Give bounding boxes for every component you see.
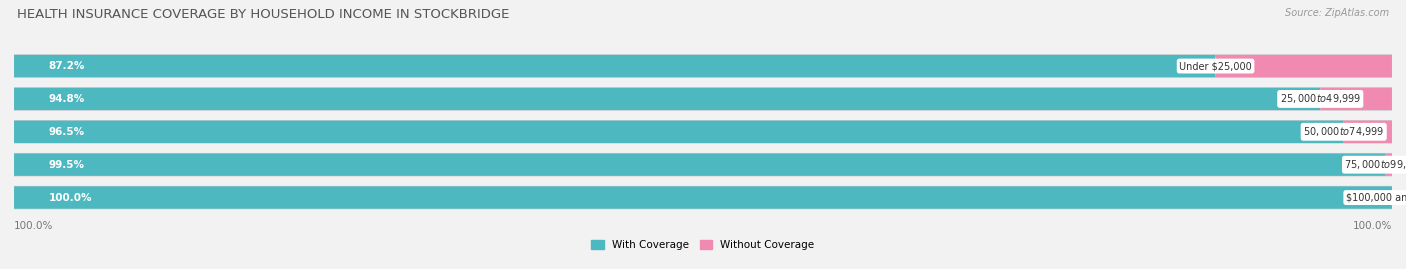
Text: 100.0%: 100.0% bbox=[1353, 221, 1392, 231]
FancyBboxPatch shape bbox=[14, 55, 1216, 77]
Text: 100.0%: 100.0% bbox=[48, 193, 91, 203]
Legend: With Coverage, Without Coverage: With Coverage, Without Coverage bbox=[588, 236, 818, 254]
Text: 99.5%: 99.5% bbox=[48, 160, 84, 170]
FancyBboxPatch shape bbox=[14, 186, 1392, 209]
FancyBboxPatch shape bbox=[1385, 154, 1392, 176]
FancyBboxPatch shape bbox=[14, 121, 1392, 143]
Text: Under $25,000: Under $25,000 bbox=[1180, 61, 1251, 71]
FancyBboxPatch shape bbox=[14, 154, 1385, 176]
FancyBboxPatch shape bbox=[14, 154, 1392, 176]
Text: 87.2%: 87.2% bbox=[48, 61, 84, 71]
Text: $50,000 to $74,999: $50,000 to $74,999 bbox=[1303, 125, 1385, 138]
Text: 100.0%: 100.0% bbox=[14, 221, 53, 231]
Text: $100,000 and over: $100,000 and over bbox=[1346, 193, 1406, 203]
FancyBboxPatch shape bbox=[14, 186, 1392, 209]
Text: $75,000 to $99,999: $75,000 to $99,999 bbox=[1344, 158, 1406, 171]
Text: 96.5%: 96.5% bbox=[48, 127, 84, 137]
Text: $25,000 to $49,999: $25,000 to $49,999 bbox=[1279, 93, 1361, 105]
FancyBboxPatch shape bbox=[14, 88, 1320, 110]
Text: 94.8%: 94.8% bbox=[48, 94, 84, 104]
FancyBboxPatch shape bbox=[1320, 88, 1392, 110]
Text: HEALTH INSURANCE COVERAGE BY HOUSEHOLD INCOME IN STOCKBRIDGE: HEALTH INSURANCE COVERAGE BY HOUSEHOLD I… bbox=[17, 8, 509, 21]
FancyBboxPatch shape bbox=[14, 88, 1392, 110]
Text: Source: ZipAtlas.com: Source: ZipAtlas.com bbox=[1285, 8, 1389, 18]
FancyBboxPatch shape bbox=[1216, 55, 1392, 77]
FancyBboxPatch shape bbox=[1344, 121, 1392, 143]
FancyBboxPatch shape bbox=[14, 55, 1392, 77]
FancyBboxPatch shape bbox=[14, 121, 1344, 143]
